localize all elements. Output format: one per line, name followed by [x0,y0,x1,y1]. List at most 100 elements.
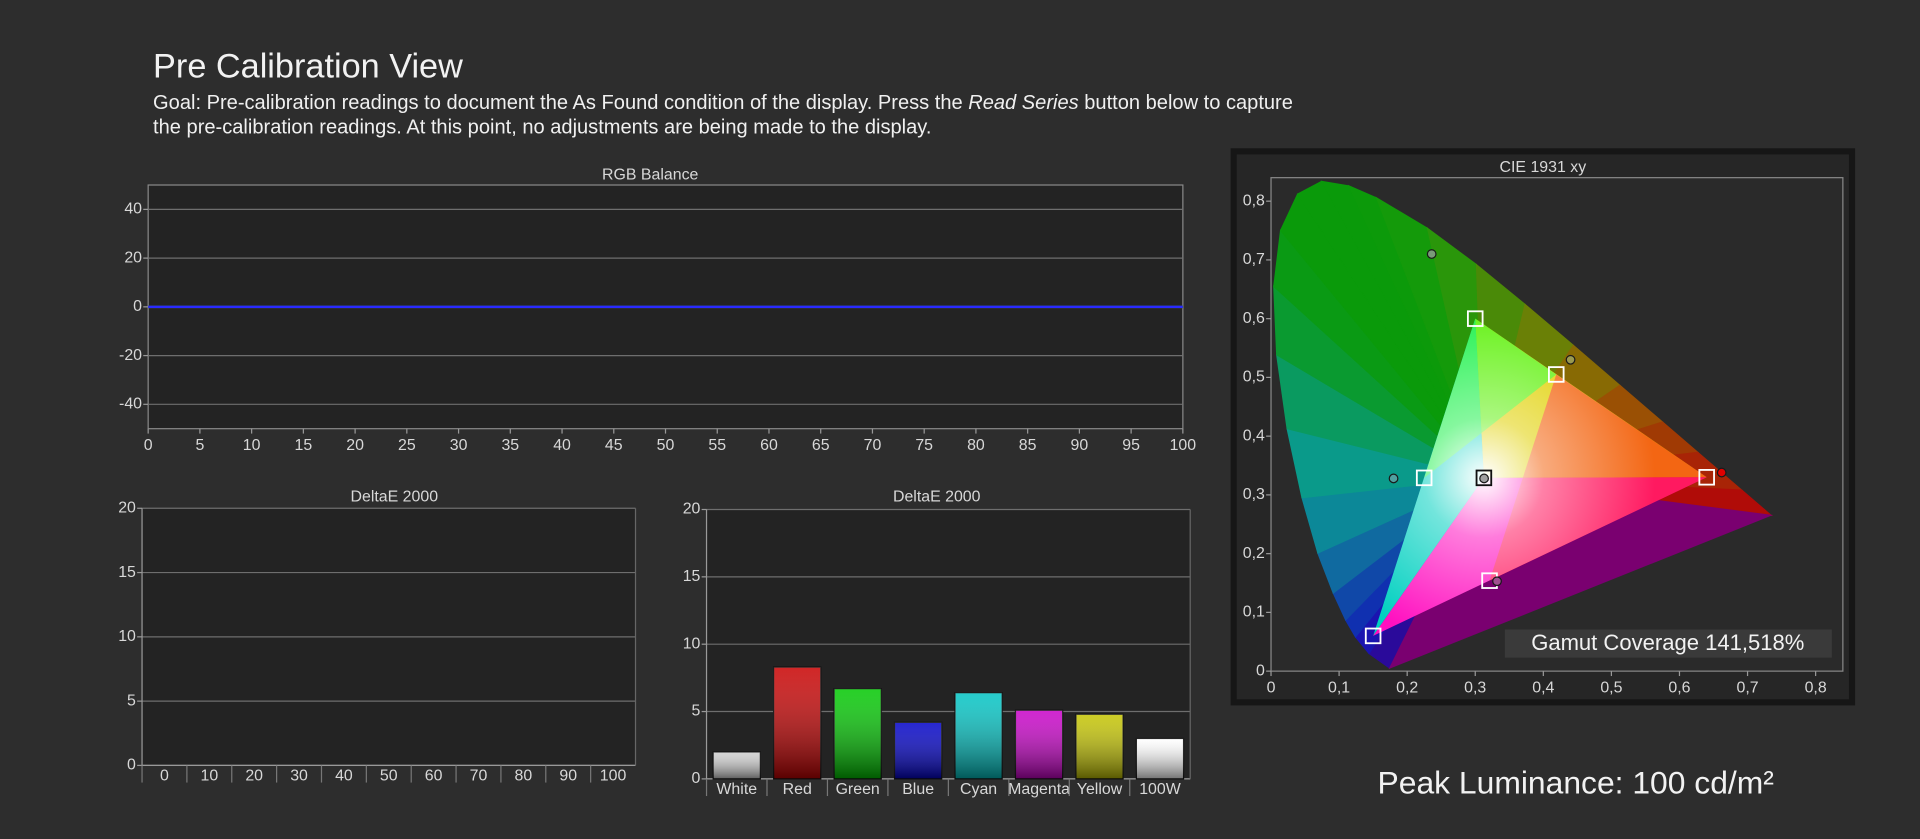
bar-shade [713,751,761,779]
measured-point [1388,473,1399,484]
x-tick-label: 0,5 [1600,679,1622,696]
y-tick-label: 0,1 [1243,604,1265,621]
chart-title: CIE 1931 xy [1500,159,1587,176]
chart-title: RGB Balance [602,166,699,183]
x-tick-label: 45 [605,437,623,454]
goal-part: Goal: Pre-calibration readings to docume… [153,91,969,114]
x-tick-label: 80 [515,768,533,785]
x-tick-label: 0 [160,768,169,785]
target-point [1466,310,1484,327]
x-tick-label: 0 [1267,679,1276,696]
bar-shade [1075,714,1124,779]
y-tick-label: 15 [683,568,701,585]
x-tick-label: 90 [559,768,577,785]
x-tick-label: 5 [195,437,204,454]
y-tick-label: 10 [683,635,701,652]
bar-shade [834,688,882,779]
measured-point [1716,467,1727,478]
y-tick-label: 0,8 [1243,192,1265,209]
target-point [1364,627,1382,645]
chart-title: DeltaE 2000 [351,488,439,505]
y-tick-label: 20 [124,249,142,266]
x-tick-label: 30 [450,437,468,454]
measured-point [1426,249,1437,259]
x-tick-label: Green [836,781,880,798]
bar-shade [955,692,1003,779]
target-point [1475,469,1493,487]
x-tick-label: White [716,781,757,798]
x-tick-label: 50 [380,768,398,785]
x-tick-label: 70 [470,768,488,785]
goal-part: button below to capture the pre-calibrat… [153,91,1293,139]
x-tick-label: Yellow [1077,781,1123,798]
y-tick-label: 0,5 [1243,369,1265,386]
x-tick-label: 0,8 [1805,679,1827,696]
peak-luminance: Peak Luminance: 100 cd/m² [1378,764,1774,800]
bar-shade [894,722,942,779]
x-tick-label: 20 [245,768,263,785]
y-tick-label: -40 [119,396,142,413]
y-tick-label: 0 [692,770,701,787]
x-tick-label: 35 [501,437,519,454]
y-tick-label: 0,7 [1243,251,1265,268]
white-glow [1373,318,1707,636]
measured-point [1479,473,1489,484]
x-tick-label: 10 [243,437,261,454]
chart-title: DeltaE 2000 [893,488,981,505]
x-tick-label: 0,3 [1464,679,1486,696]
x-tick-label: Cyan [960,781,997,798]
x-tick-label: Magenta [1008,781,1070,798]
y-tick-label: 15 [118,564,136,581]
x-tick-label: 75 [915,437,933,454]
target-point [1547,366,1565,383]
x-tick-label: 0,4 [1532,679,1554,696]
x-tick-label: 30 [290,768,308,785]
y-tick-label: 5 [692,703,701,720]
x-tick-label: 40 [553,437,571,454]
measured-point [1565,354,1576,365]
y-tick-label: 5 [127,692,136,709]
y-tick-label: 0 [127,757,136,774]
x-tick-label: Red [783,781,812,798]
y-tick-label: 10 [118,628,136,645]
goal-paragraph: Goal: Pre-calibration readings to docume… [153,91,1304,140]
y-tick-label: 0 [133,298,142,315]
y-tick-label: 40 [124,201,142,218]
annotation-box [1504,629,1832,658]
x-tick-label: 0,7 [1736,679,1758,696]
x-tick-label: 60 [760,437,778,454]
target-point [1698,469,1715,486]
x-tick-label: 100W [1139,781,1181,798]
page-title: Pre Calibration View [153,48,463,86]
x-tick-label: 50 [657,437,675,454]
x-tick-label: 85 [1019,437,1037,454]
x-tick-label: 40 [335,768,353,785]
x-tick-label: 25 [398,437,416,454]
x-tick-label: 90 [1071,437,1089,454]
bar-shade [1136,738,1184,779]
x-tick-label: 55 [708,437,726,454]
x-tick-label: 80 [967,437,985,454]
gamut-diagram [1273,180,1774,670]
y-tick-label: 20 [118,499,136,516]
y-tick-label: 0,6 [1243,310,1265,327]
gamut-coverage: Gamut Coverage 141,518% [1531,630,1804,655]
x-tick-label: 0,2 [1396,679,1418,696]
x-tick-label: 15 [295,437,313,454]
goal-emphasis: Read Series [968,91,1079,114]
bar-shade [1015,710,1063,779]
y-tick-label: -20 [119,347,142,364]
x-tick-label: 10 [200,768,218,785]
x-tick-label: 0,6 [1668,679,1690,696]
y-tick-label: 0,2 [1243,545,1265,562]
y-tick-label: 0 [1256,662,1265,679]
goal-text: Goal: Pre-calibration readings to docume… [153,91,1304,140]
x-tick-label: 0 [144,437,153,454]
x-tick-label: 60 [425,768,443,785]
bar-shade [773,667,821,779]
measured-point [1492,576,1502,587]
x-tick-label: 65 [812,437,830,454]
y-tick-label: 0,3 [1243,486,1265,503]
